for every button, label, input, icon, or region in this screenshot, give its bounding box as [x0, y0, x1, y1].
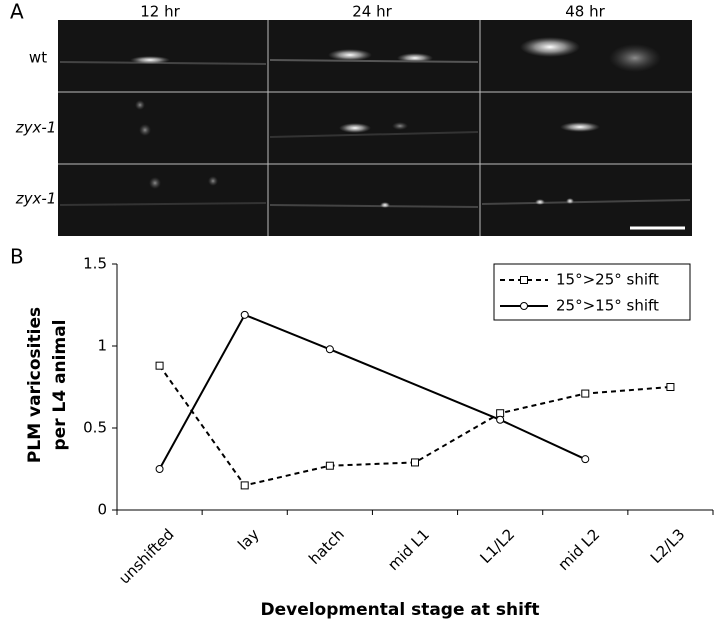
- panel-label: B: [10, 245, 24, 269]
- y-axis-label: PLM varicosities: [25, 307, 45, 463]
- x-tick-label: unshifted: [115, 525, 177, 587]
- x-tick-label: hatch: [305, 525, 348, 568]
- x-tick-label: L1/L2: [477, 525, 519, 567]
- point: [581, 455, 590, 464]
- point: [411, 458, 419, 467]
- x-tick-label: mid L2: [555, 525, 604, 574]
- point: [520, 302, 528, 310]
- y-axis-label: per L4 animal: [50, 320, 70, 451]
- y-tick-label: 0.5: [83, 419, 107, 437]
- micrographs: [58, 20, 692, 236]
- row-label: wt: [29, 49, 47, 67]
- panel-label: A: [10, 0, 24, 24]
- column-label: 24 hr: [352, 3, 392, 21]
- point: [581, 389, 590, 398]
- point: [325, 461, 334, 470]
- point: [496, 415, 505, 424]
- y-tick-label: 0: [97, 501, 107, 519]
- point: [325, 345, 334, 354]
- legend-label: 25°>15° shift: [556, 297, 659, 315]
- point: [155, 465, 164, 473]
- y-tick-label: 1.5: [83, 255, 107, 273]
- x-axis-label: Developmental stage at shift: [260, 600, 539, 620]
- legend-box: [493, 263, 691, 321]
- row-label: zyx-1: [15, 190, 57, 208]
- point: [666, 383, 675, 391]
- x-tick-label: lay: [234, 525, 263, 554]
- point: [240, 310, 249, 319]
- y-tick-label: 1: [97, 337, 107, 355]
- series-line: [158, 313, 586, 470]
- row-label: zyx-1: [15, 119, 57, 137]
- point: [496, 409, 505, 418]
- x-tick-label: L2/L3: [647, 525, 689, 567]
- x-tick-label: mid L1: [384, 525, 433, 574]
- point: [240, 481, 249, 490]
- point: [520, 276, 528, 284]
- point: [155, 361, 164, 370]
- legend-label: 15°>25° shift: [556, 271, 659, 289]
- column-label: 48 hr: [565, 3, 605, 21]
- column-label: 12 hr: [140, 3, 180, 21]
